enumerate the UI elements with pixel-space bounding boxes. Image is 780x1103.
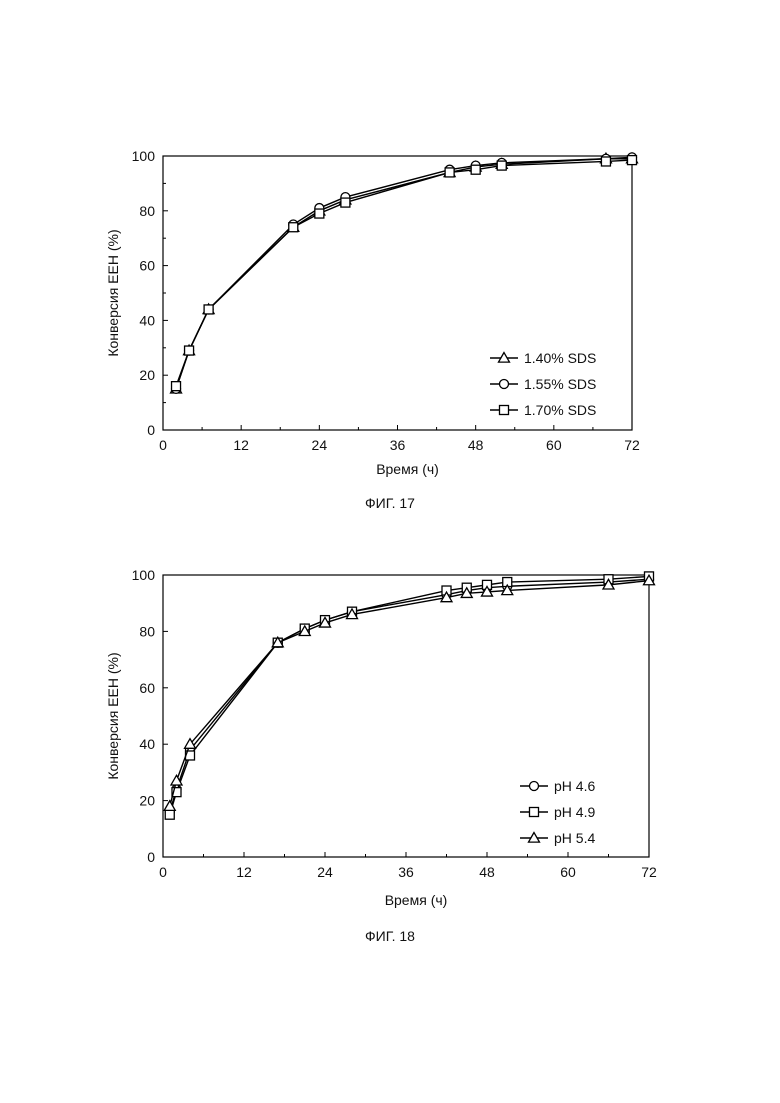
y-tick-label: 60	[139, 680, 155, 696]
figure-caption: ФИГ. 17	[0, 495, 780, 511]
x-axis-label: Время (ч)	[385, 892, 448, 908]
legend-label: 1.55% SDS	[524, 376, 596, 392]
legend-label: pH 5.4	[554, 830, 595, 846]
legend-label: pH 4.9	[554, 804, 595, 820]
x-tick-label: 12	[236, 864, 252, 880]
legend-label: 1.70% SDS	[524, 402, 596, 418]
data-point	[341, 198, 350, 207]
legend: pH 4.6 pH 4.9 pH 5.4	[520, 778, 595, 846]
y-tick-label: 40	[139, 312, 155, 328]
figure-caption: ФИГ. 18	[0, 928, 780, 944]
y-tick-label: 80	[139, 203, 155, 219]
legend: 1.40% SDS 1.55% SDS 1.70% SDS	[490, 350, 596, 418]
chart-fig17: 0 12 24 36 48 60 72 0 20 40 60 80 100 Время (ч) Конвер…	[0, 130, 780, 490]
data-point	[315, 209, 324, 218]
data-point	[289, 223, 298, 232]
y-tick-label: 40	[139, 736, 155, 752]
legend-marker	[530, 782, 539, 791]
data-point	[204, 305, 213, 314]
x-tick-label: 48	[479, 864, 495, 880]
figure-17: 0 12 24 36 48 60 72 0 20 40 60 80 100 Время (ч) Конвер…	[0, 130, 780, 530]
x-tick-label: 0	[159, 437, 167, 453]
chart-fig18: 0 12 24 36 48 60 72 0 20 40 60 80 100 Время (ч) Конвер…	[0, 555, 780, 915]
data-point	[601, 157, 610, 166]
x-tick-label: 60	[546, 437, 562, 453]
x-tick-label: 72	[641, 864, 657, 880]
legend-marker	[500, 380, 509, 389]
y-tick-label: 20	[139, 367, 155, 383]
legend-marker	[500, 406, 509, 415]
x-tick-label: 72	[624, 437, 640, 453]
series-line	[170, 581, 649, 807]
data-point	[445, 168, 454, 177]
x-tick-label: 48	[468, 437, 484, 453]
data-point	[185, 346, 194, 355]
legend-label: 1.40% SDS	[524, 350, 596, 366]
x-tick-label: 24	[312, 437, 328, 453]
legend-label: pH 4.6	[554, 778, 595, 794]
x-axis-label: Время (ч)	[376, 461, 439, 477]
y-tick-label: 60	[139, 258, 155, 274]
y-tick-label: 20	[139, 793, 155, 809]
data-point	[165, 810, 174, 819]
figure-18: 0 12 24 36 48 60 72 0 20 40 60 80 100 Время (ч) Конвер…	[0, 555, 780, 965]
data-point	[471, 165, 480, 174]
x-tick-label: 36	[390, 437, 406, 453]
y-axis-label: Конверсия ЕЕН (%)	[105, 652, 121, 779]
y-tick-label: 0	[147, 849, 155, 865]
x-tick-label: 24	[317, 864, 333, 880]
x-tick-label: 36	[398, 864, 414, 880]
data-point	[628, 156, 637, 165]
y-tick-label: 0	[147, 422, 155, 438]
legend-marker	[530, 808, 539, 817]
y-tick-label: 100	[132, 567, 156, 583]
y-tick-label: 80	[139, 623, 155, 639]
y-tick-label: 100	[132, 148, 156, 164]
data-point	[172, 382, 181, 391]
x-tick-label: 12	[233, 437, 249, 453]
series-triangle	[164, 575, 654, 810]
data-point	[497, 161, 506, 170]
x-tick-label: 0	[159, 864, 167, 880]
y-axis-label: Конверсия ЕЕН (%)	[105, 229, 121, 356]
x-tick-label: 60	[560, 864, 576, 880]
series-line	[170, 579, 649, 812]
